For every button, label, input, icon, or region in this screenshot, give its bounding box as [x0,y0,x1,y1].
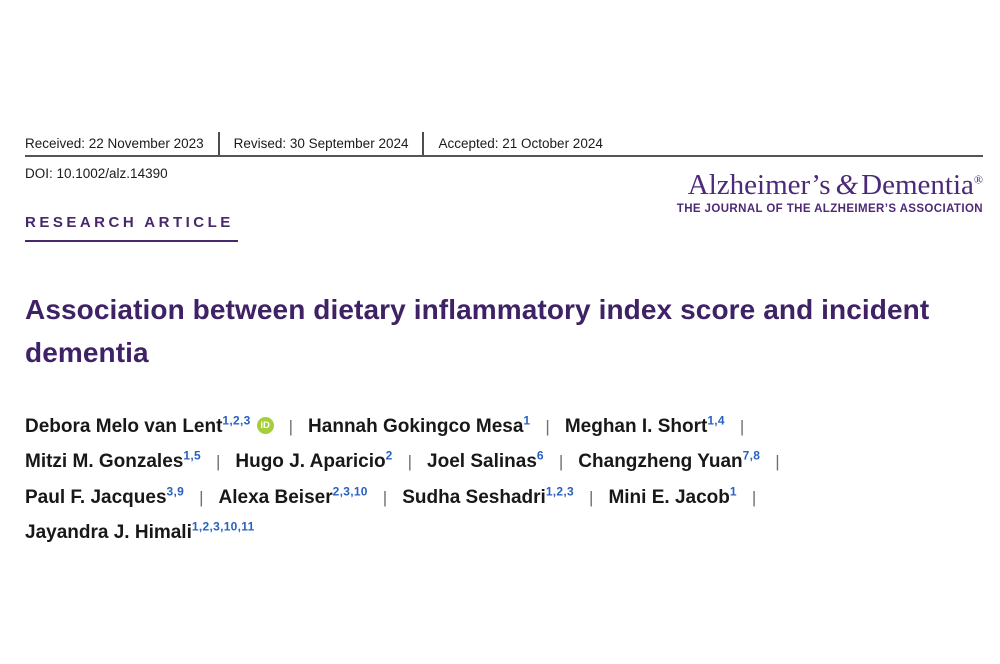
author: Debora Melo van Lent1,2,3 iD [25,413,274,437]
author-affiliation-superscript: 2,3,10 [332,484,368,499]
author-line: Paul F. Jacques3,9 | Alexa Beiser2,3,10 | Su… [25,480,983,516]
author-name: Joel Salinas [427,451,537,473]
journal-name-part1: Alzheimer’s [687,169,831,201]
orcid-icon[interactable]: iD [256,416,274,434]
journal-tagline: THE JOURNAL OF THE ALZHEIMER’S ASSOCIATI… [676,203,983,216]
author-name: Changzheng Yuan [578,451,743,473]
vertical-divider [422,132,425,155]
author-separator: | [558,452,564,472]
journal-ampersand: & [835,169,859,201]
author-line: Mitzi M. Gonzales1,5 | Hugo J. Aparicio2 | J… [25,444,983,480]
author-name: Hannah Gokingco Mesa [308,415,524,437]
author-name: Sudha Seshadri [402,486,546,508]
author: Hugo J. Aparicio2 [235,448,393,473]
author-separator: | [545,416,550,436]
author: Paul F. Jacques3,9 [25,484,185,508]
author-line: Jayandra J. Himali1,2,3,10,11 [25,515,983,551]
author: Meghan I. Short1,4 [564,413,725,437]
author-name: Mini E. Jacob [608,486,730,508]
author-separator: | [288,416,294,436]
registered-mark: ® [973,172,983,187]
author: Mitzi M. Gonzales1,5 [25,448,201,473]
article-title: Association between dietary inflammatory… [25,294,930,369]
author-affiliation-superscript: 1,2,3 [545,484,575,499]
received-date: Received: 22 November 2023 [25,136,204,151]
author: Jayandra J. Himali1,2,3,10,11 [25,519,255,544]
author-affiliation-superscript: 1 [523,413,531,428]
author-affiliation-superscript: 1,5 [183,448,201,463]
author: Hannah Gokingco Mesa1 [308,413,531,437]
journal-name-part2: Dementia [861,169,974,201]
author: Joel Salinas6 [427,448,544,473]
author-list: Debora Melo van Lent1,2,3 iD | Hannah Gokin… [25,409,983,551]
author: Sudha Seshadri1,2,3 [402,484,575,508]
author-name: Alexa Beiser [218,486,333,508]
author-name: Mitzi M. Gonzales [25,451,184,473]
revised-date: Revised: 30 September 2024 [233,136,409,151]
author-separator: | [407,452,413,472]
author-name: Jayandra J. Himali [25,522,192,544]
author-name: Hugo J. Aparicio [235,451,386,473]
journal-logo: Alzheimer’s & Dementia® THE JOURNAL OF THE… [676,170,983,216]
author-affiliation-superscript: 1,4 [707,413,725,428]
author-separator: | [382,487,388,507]
article-type-label: RESEARCH ARTICLE [25,214,238,242]
journal-name: Alzheimer’s & Dementia® [677,170,983,200]
author-line: Debora Melo van Lent1,2,3 iD | Hannah Gokin… [25,409,983,445]
author-name: Meghan I. Short [564,415,708,437]
author-separator: | [215,452,221,472]
author-affiliation-superscript: 3,9 [166,484,185,499]
author: Mini E. Jacob1 [608,484,737,508]
author: Changzheng Yuan7,8 [578,448,761,473]
accepted-date: Accepted: 21 October 2024 [438,136,603,151]
author-separator: | [775,452,780,472]
author-affiliation-superscript: 6 [536,448,544,463]
author-affiliation-superscript: 7,8 [742,448,761,463]
article-header: DOI: 10.1002/alz.14390 Alzheimer’s & Demen… [25,157,983,288]
author-separator: | [199,487,204,507]
author-affiliation-superscript: 1 [729,484,737,499]
author-separator: | [751,487,757,507]
doi-text: DOI: 10.1002/alz.14390 [25,166,168,181]
vertical-divider [217,132,220,155]
dates-bar: Received: 22 November 2023 Revised: 30 S… [25,132,983,157]
author-name: Debora Melo van Lent [25,415,223,437]
author: Alexa Beiser2,3,10 [218,484,368,508]
author-affiliation-superscript: 1,2,3,10,11 [191,519,255,534]
author-separator: | [739,416,745,436]
author-name: Paul F. Jacques [25,486,167,508]
author-separator: | [589,487,594,507]
author-affiliation-superscript: 1,2,3 [222,413,251,428]
author-affiliation-superscript: 2 [385,448,393,463]
